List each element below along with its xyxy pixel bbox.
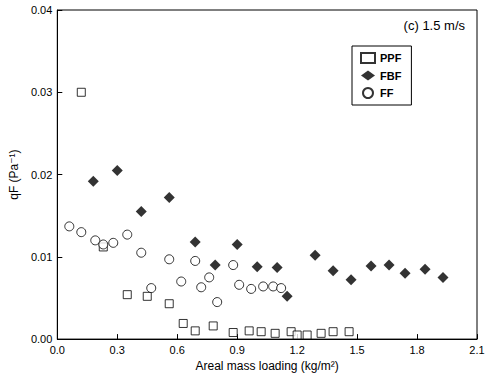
svg-text:Areal mass loading (kg/m²): Areal mass loading (kg/m²): [195, 359, 338, 373]
svg-text:0.0: 0.0: [50, 344, 65, 356]
svg-text:qF (Pa⁻¹): qF (Pa⁻¹): [7, 149, 21, 199]
svg-text:(c) 1.5 m/s: (c) 1.5 m/s: [404, 18, 466, 33]
svg-text:1.8: 1.8: [409, 344, 424, 356]
svg-text:0.9: 0.9: [230, 344, 245, 356]
svg-text:0.00: 0.00: [30, 333, 53, 346]
svg-text:0.03: 0.03: [31, 86, 52, 98]
svg-text:1.5: 1.5: [349, 344, 364, 356]
svg-text:0.3: 0.3: [110, 344, 125, 356]
svg-text:FF: FF: [380, 87, 394, 99]
svg-text:0.01: 0.01: [31, 251, 52, 263]
svg-text:PPF: PPF: [380, 52, 402, 64]
svg-text:FBF: FBF: [380, 70, 402, 82]
svg-text:0.02: 0.02: [31, 169, 52, 181]
svg-text:0.6: 0.6: [170, 344, 185, 356]
svg-text:1.2: 1.2: [289, 344, 304, 356]
svg-text:0.04: 0.04: [31, 4, 52, 16]
svg-text:2.1: 2.1: [469, 344, 484, 356]
